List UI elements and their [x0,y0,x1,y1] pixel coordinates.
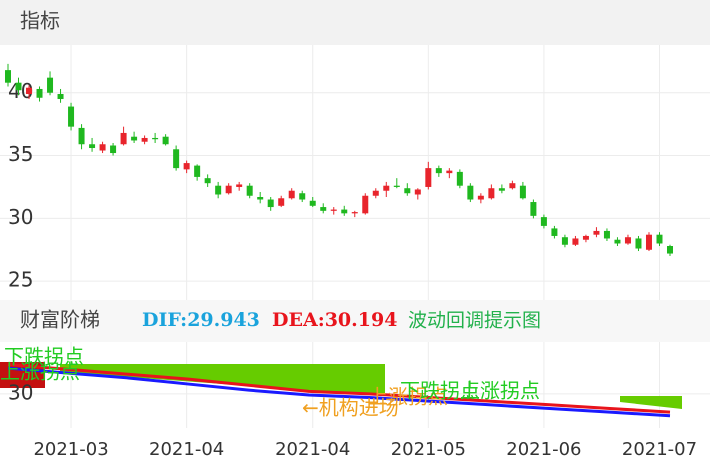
candle-body [551,228,558,236]
candle-body [456,171,463,186]
candle-body [467,185,474,200]
line-series [7,366,671,418]
candle-body [362,195,369,214]
candle-body [15,82,22,91]
candle-body [68,106,75,127]
candle-body [162,136,169,145]
annotation: 下跌拐点 [400,379,480,403]
annotation: 上涨拐点 [368,385,448,409]
candle-body [215,185,222,195]
x-tick-label: 2021-03 [33,439,108,460]
x-tick-label: 2021-04 [149,439,224,460]
x-tick-label: 2021-06 [506,439,581,460]
candle-body [509,183,516,189]
x-tick-label: 2021-07 [622,439,697,460]
subtitle: 波动回调提示图 [408,310,541,332]
candle-body [477,195,484,200]
annotation: ←机构进场 [302,396,399,420]
candle-body [498,188,505,191]
candle-body [5,70,11,83]
candle-body [603,230,610,239]
candle-body [204,178,211,184]
annotation: 上涨拐点 [0,360,80,384]
candle-body [194,165,201,177]
dea-label: DEA:30.194 [272,309,397,331]
y-tick-label: 30 [8,205,33,229]
candle-body [561,237,568,245]
candle-body [414,189,421,195]
candle-body [288,190,295,199]
candle-body [488,188,495,199]
candle-body [110,145,117,154]
candle-body [519,185,526,199]
candle-body [26,87,33,94]
candle-body [530,202,537,216]
candle-body [624,237,631,244]
panel-title: 财富阶梯 [20,308,100,332]
y-tick-label: 30 [8,380,33,404]
candle-body [47,77,54,93]
y-tick-label: 25 [8,268,33,292]
candle-body [351,212,358,214]
candle-body [593,230,600,235]
candle-body [257,197,264,200]
candle-body [225,185,232,194]
candle-body [572,238,579,245]
candle-body [36,88,43,98]
candle-body [152,137,159,140]
candle-body [309,200,316,206]
candle-body [372,190,379,196]
candle-body [236,184,243,187]
candle-body [267,199,274,208]
candle-body [299,193,306,200]
line-series [7,363,671,414]
candle-body [645,234,652,250]
signal-area [620,396,682,409]
candle-body [656,234,663,244]
candle-body [393,185,400,187]
candle-body [99,144,106,151]
candle-body [435,168,442,174]
dif-label: DIF:29.943 [142,309,260,331]
candle-body [57,93,64,100]
y-tick-label: 35 [8,142,33,166]
annotation: 上涨拐点 [460,379,540,403]
candle-body [173,149,180,169]
candle-body [404,188,411,194]
candle-body [78,127,85,145]
candle-body [540,217,547,226]
candle-body [614,239,621,244]
signal-area [60,364,385,396]
candle-body [425,168,432,187]
candle-body [635,238,642,249]
candle-body [582,235,589,240]
annotations: 下跌拐点 上涨拐点 ←机构进场 上涨拐点 下跌拐点 上涨拐点 [0,345,540,420]
annotation: 下跌拐点 [4,345,84,369]
candle-body [120,132,127,145]
candle-body [278,198,285,206]
candle-body [330,209,337,211]
candle-body [320,207,327,211]
candle-body [141,137,148,142]
candle-body [341,209,348,214]
panel-title: 指标 [20,9,60,33]
candle-body [383,185,390,191]
candle-body [89,144,96,149]
candle-body [183,163,190,170]
x-tick-label: 2021-04 [275,439,350,460]
candle-body [246,185,253,196]
candle-body [446,170,453,174]
header-bar [0,300,710,342]
x-tick-label: 2021-05 [391,439,466,460]
candle-body [131,136,138,141]
candle-body [667,246,673,254]
header-bar [0,0,710,45]
